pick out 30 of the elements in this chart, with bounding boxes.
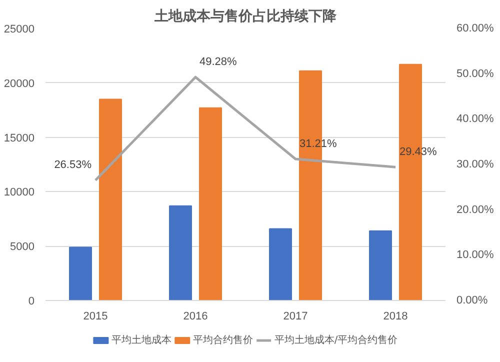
x-tick-label: 2018	[383, 310, 408, 322]
y2-tick-label: 40.00%	[456, 113, 494, 126]
line-series	[94, 76, 397, 182]
x-tick-label: 2015	[83, 310, 108, 322]
y2-tick-label: 10.00%	[456, 249, 494, 262]
data-label: 26.53%	[54, 159, 92, 172]
bar	[169, 205, 192, 300]
bar	[269, 228, 292, 300]
legend-label: 平均土地成本/平均合约售价	[274, 334, 398, 346]
chart-title: 土地成本与售价占比持续下降	[154, 8, 338, 24]
data-label: 49.28%	[200, 56, 238, 68]
x-tick-label: 2017	[283, 310, 308, 322]
legend-label: 平均土地成本	[111, 334, 172, 346]
x-tick-label: 2016	[183, 310, 208, 322]
y2-tick-label: 20.00%	[456, 204, 494, 216]
y-tick-label: 15000	[4, 132, 35, 144]
y2-tick-label: 50.00%	[456, 68, 494, 80]
y2-tick-label: 0.00%	[456, 294, 488, 306]
y-tick-label: 20000	[4, 78, 35, 90]
bar	[369, 230, 392, 300]
bar	[199, 107, 222, 300]
y-tick-label: 0	[28, 296, 35, 308]
legend-label: 平均合约售价	[192, 334, 253, 346]
bar	[99, 98, 122, 300]
y2-tick-label: 30.00%	[456, 158, 494, 170]
y-tick-label: 10000	[4, 186, 35, 199]
y-tick-label: 25000	[4, 24, 35, 36]
bar	[69, 246, 92, 300]
y-tick-label: 5000	[10, 241, 35, 254]
y2-tick-label: 60.00%	[456, 22, 494, 34]
